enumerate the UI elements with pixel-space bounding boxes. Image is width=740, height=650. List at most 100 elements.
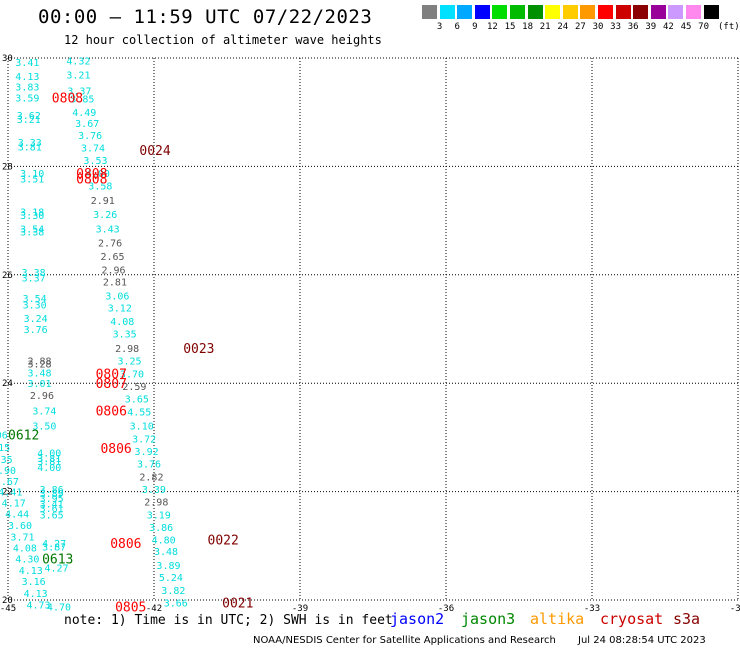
color-scale-tick: 15 <box>504 22 516 32</box>
swh-label: 4.27 <box>42 539 66 550</box>
swh-label: 3.39 <box>142 485 166 496</box>
swh-label: 3.16 <box>22 577 46 588</box>
swh-label: 3.33 <box>18 138 42 149</box>
longitude-tick-label: -36 <box>438 604 454 614</box>
swh-label: 3.30 <box>20 211 44 222</box>
color-scale-unit: (ft) <box>718 22 740 32</box>
swh-label: 4.15 <box>0 443 10 454</box>
swh-label: 4.00 <box>86 169 110 180</box>
longitude-tick-label: -39 <box>292 604 308 614</box>
swh-label: 3.48 <box>154 547 178 558</box>
swh-label: 3.62 <box>17 111 41 122</box>
swh-label: 4.41 <box>0 488 22 499</box>
swh-label: 4.00 <box>37 463 61 474</box>
credit-line: NOAA/NESDIS Center for Satellite Applica… <box>253 635 556 646</box>
pass-time-label: 0806 <box>110 537 141 552</box>
swh-label: 3.06 <box>105 291 129 302</box>
swh-label: 3.89 <box>40 489 64 500</box>
swh-label: 4.13 <box>15 72 39 83</box>
pass-time-label: 0806 <box>100 442 131 457</box>
swh-label: 2.96 <box>101 265 125 276</box>
satellite-label-altika: altika <box>530 610 585 628</box>
swh-label: 3.81 <box>37 457 61 468</box>
swh-label: 3.51 <box>20 174 44 185</box>
swh-label: 3.76 <box>24 325 48 336</box>
swh-label: 3.81 <box>37 454 61 465</box>
swh-label: 3.26 <box>93 210 117 221</box>
map-subtitle: 12 hour collection of altimeter wave hei… <box>64 33 382 47</box>
swh-label: 3.95 <box>40 494 64 505</box>
swh-label: 4.27 <box>45 563 69 574</box>
satellite-label-s3a: s3a <box>673 610 701 628</box>
swh-label: 4.70 <box>47 603 71 614</box>
color-swatch <box>527 5 543 19</box>
pass-time-label: 0022 <box>208 533 239 548</box>
swh-label: 3.30 <box>23 301 47 312</box>
swh-label: 3.70 <box>120 369 144 380</box>
swh-label: 3.35 <box>0 455 13 466</box>
color-swatch <box>422 5 437 19</box>
swh-label: 3.67 <box>75 119 99 130</box>
pass-time-label: 0806 <box>96 404 127 419</box>
swh-label: 2.98 <box>115 344 139 355</box>
swh-label: 4.08 <box>110 317 134 328</box>
swh-label: 3.59 <box>15 94 39 105</box>
swh-label: 2.82 <box>139 472 163 483</box>
longitude-tick-label: -30 <box>730 604 740 614</box>
map-title: 00:00 — 11:59 UTC 07/22/2023 <box>38 6 373 28</box>
swh-label: 3.48 <box>27 368 51 379</box>
swh-label: 3.87 <box>42 542 66 553</box>
generated-timestamp: Jul 24 08:28:54 UTC 2023 <box>578 635 706 646</box>
latitude-tick-label: 26 <box>2 271 13 281</box>
latitude-tick-label: 20 <box>2 596 13 606</box>
color-scale-tick: 36 <box>627 22 639 32</box>
color-scale-tick: 9 <box>472 22 478 32</box>
swh-label: 3.18 <box>20 207 44 218</box>
longitude-tick-label: -33 <box>584 604 600 614</box>
swh-label: 3.25 <box>118 356 142 367</box>
color-swatch <box>633 5 649 19</box>
swh-label: 3.76 <box>78 131 102 142</box>
swh-label: 3.41 <box>15 58 39 69</box>
color-swatch <box>686 5 701 19</box>
pass-time-label: 0021 <box>222 597 253 612</box>
color-swatch <box>615 5 631 19</box>
swh-label: 4.13 <box>19 566 43 577</box>
swh-label: 3.92 <box>135 447 159 458</box>
color-scale-tick: 24 <box>557 22 569 32</box>
swh-label: 3.58 <box>88 181 112 192</box>
swh-label: 2.81 <box>103 277 127 288</box>
swh-label: 3.65 <box>40 510 64 521</box>
swh-label: 4.73 <box>26 600 50 611</box>
swh-label: 3.37 <box>22 274 46 285</box>
color-swatch <box>668 5 684 19</box>
pass-time-label: 0807 <box>96 377 127 392</box>
swh-label: 3.28 <box>27 360 51 371</box>
latitude-tick-label: 22 <box>2 488 13 498</box>
swh-label: 2.65 <box>100 252 124 263</box>
color-swatch <box>457 5 473 19</box>
latitude-tick-label: 24 <box>2 379 13 389</box>
color-swatch <box>703 5 719 19</box>
color-scale-tick: 33 <box>610 22 622 32</box>
swh-label: 3.74 <box>32 406 56 417</box>
color-swatch <box>439 5 455 19</box>
satellite-label-cryosat: cryosat <box>600 610 664 628</box>
swh-label: 3.89 <box>156 561 180 572</box>
color-scale-tick: 39 <box>645 22 657 32</box>
swh-label: 3.54 <box>20 225 44 236</box>
satellite-label-jason2: jason2 <box>390 610 445 628</box>
swh-label: 3.54 <box>23 294 47 305</box>
swh-label: 2.98 <box>144 497 168 508</box>
color-scale-tick: 27 <box>574 22 586 32</box>
swh-label: 5.24 <box>159 573 183 584</box>
swh-label: 3.71 <box>10 533 34 544</box>
swh-label: 3.76 <box>137 459 161 470</box>
color-scale-tick: 12 <box>486 22 498 32</box>
swh-label: 3.38 <box>22 268 46 279</box>
swh-label: 2.59 <box>122 382 146 393</box>
color-swatch <box>598 5 613 19</box>
swh-label: 3.01 <box>27 379 51 390</box>
footer-note: note: 1) Time is in UTC; 2) SWH is in fe… <box>64 613 393 628</box>
